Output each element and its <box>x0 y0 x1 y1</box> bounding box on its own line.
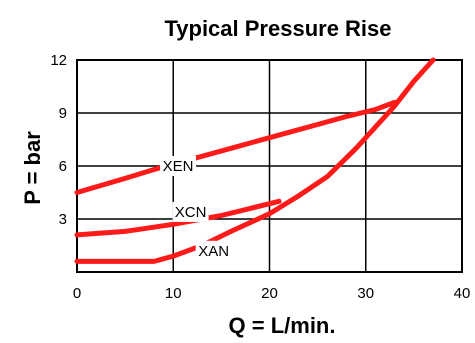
x-tick-label: 20 <box>261 285 278 302</box>
x-tick-label: 10 <box>165 285 182 302</box>
y-tick-labels: 3 6 9 12 <box>50 52 67 228</box>
series-line-xen <box>74 99 398 195</box>
x-tick-label: 40 <box>454 285 471 302</box>
plot-frame <box>76 59 463 273</box>
y-tick-label: 12 <box>50 52 67 69</box>
series-lines <box>74 57 436 264</box>
y-axis-title: P = bar <box>20 131 45 205</box>
x-tick-label: 30 <box>357 285 374 302</box>
y-tick-label: 3 <box>59 211 67 228</box>
y-tick-label: 6 <box>59 158 67 175</box>
series-labels: XEN XCN XAN <box>160 156 232 261</box>
series-label-bg <box>172 201 209 222</box>
chart-title: Typical Pressure Rise <box>164 16 391 41</box>
x-tick-label: 0 <box>73 285 81 302</box>
series-label-xan: XAN <box>198 243 229 260</box>
series-label-xcn: XCN <box>175 204 207 221</box>
grid <box>77 60 462 272</box>
series-label-bg <box>195 240 232 261</box>
x-tick-labels: 0 10 20 30 40 <box>73 285 471 302</box>
series-label-bg <box>160 156 197 176</box>
y-tick-label: 9 <box>59 105 67 122</box>
series-line-xan <box>74 57 436 264</box>
series-label-xen: XEN <box>163 158 194 175</box>
x-axis-title: Q = L/min. <box>229 313 336 338</box>
